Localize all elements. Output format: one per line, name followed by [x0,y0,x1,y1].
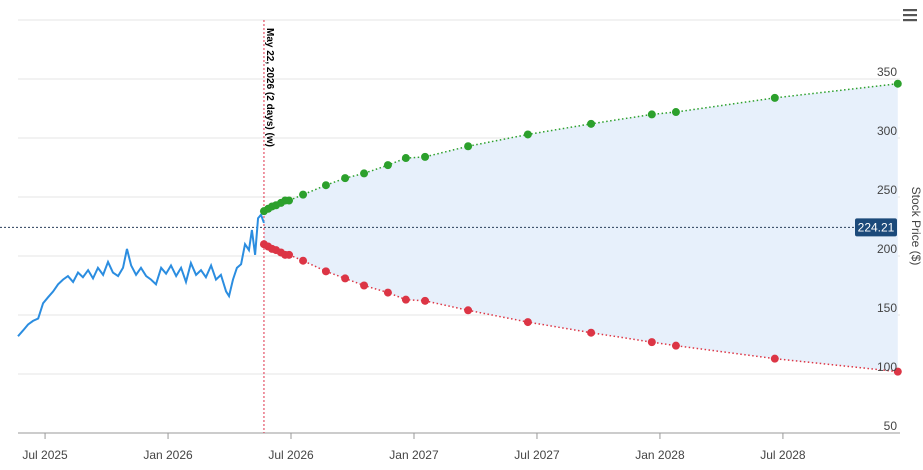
series-line [17,212,265,337]
point [285,196,294,205]
point [341,174,350,183]
date-marker-label: May 22, 2026 (2 days) (w) [264,28,275,147]
point [321,181,330,190]
point [647,338,656,347]
point [383,161,392,170]
x-tick-label: Jul 2027 [514,448,560,462]
x-tick-label: Jul 2025 [22,448,68,462]
point [893,367,902,376]
point [299,190,308,199]
point [770,354,779,363]
point [587,328,596,337]
x-tick-label: Jul 2026 [268,448,314,462]
y-tick-label: 50 [884,419,898,433]
point [299,256,308,265]
y-tick-label: 100 [877,360,897,374]
point [285,250,294,259]
menu-icon[interactable] [903,9,917,22]
point [383,288,392,297]
point [360,281,369,290]
x-tick-label: Jan 2027 [389,448,439,462]
x-tick-label: Jan 2028 [635,448,685,462]
point [401,154,410,163]
point [321,267,330,276]
x-tick-label: Jan 2026 [143,448,193,462]
point [671,108,680,117]
point [401,295,410,304]
point [587,119,596,128]
point [360,169,369,178]
y-tick-label: 300 [877,124,897,138]
point [464,142,473,151]
point [770,93,779,102]
y-tick-label: 200 [877,242,897,256]
y-axis-label: Stock Price ($) [909,187,923,266]
point [341,274,350,283]
point [523,130,532,139]
point [421,152,430,161]
x-tick-label: Jul 2028 [760,448,806,462]
point [671,341,680,350]
point [893,79,902,88]
current-price-badge [855,218,897,237]
point [464,306,473,315]
point [421,296,430,305]
current-price-label: 224.21 [858,220,895,234]
y-tick-label: 150 [877,301,897,315]
point [523,318,532,327]
y-tick-label: 250 [877,183,897,197]
point [647,110,656,119]
y-tick-label: 350 [877,65,897,79]
